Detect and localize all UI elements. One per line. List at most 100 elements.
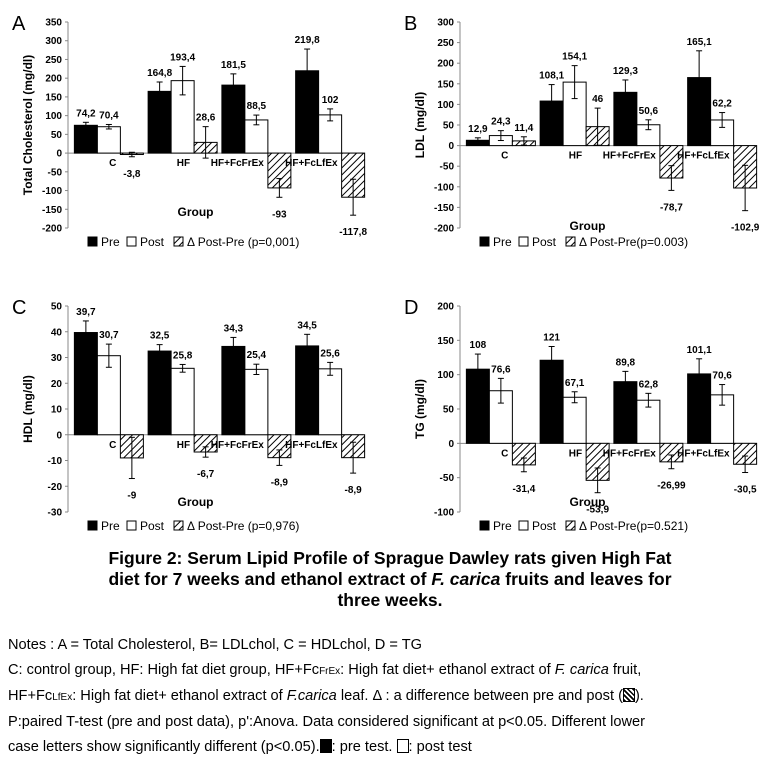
y-tick-label: -100 — [434, 508, 454, 519]
panel-letter: D — [404, 297, 418, 319]
data-label-post: 76,6 — [491, 364, 511, 375]
caption-line-3: three weeks. — [337, 590, 443, 610]
legend-swatch-delta — [565, 520, 576, 531]
y-axis-title: HDL (mg/dl) — [21, 375, 35, 443]
data-label-pre: 89,8 — [616, 357, 636, 368]
data-label-post: 25,4 — [247, 350, 267, 361]
notes-line-5-c: : post test — [408, 739, 472, 755]
y-tick-label: 50 — [443, 405, 455, 416]
notes-line-1: Notes : A = Total Cholesterol, B= LDLcho… — [8, 637, 422, 653]
bar-pre — [295, 345, 320, 436]
panel-letter: A — [12, 13, 26, 35]
x-axis-title: Group — [178, 495, 214, 509]
caption-line-2-a: diet for 7 weeks and ethanol extract of — [108, 569, 432, 589]
y-tick-label: -200 — [42, 224, 62, 235]
notes-line-3-d: ). — [634, 688, 644, 704]
y-tick-label: 150 — [45, 92, 62, 103]
pre-swatch-icon — [319, 739, 332, 753]
category-label: HF+FcLfEx — [677, 448, 730, 459]
y-tick-label: 10 — [51, 405, 63, 416]
data-label-pre: 164,8 — [147, 68, 172, 79]
y-tick-label: 100 — [437, 370, 454, 381]
data-label-pre: 34,3 — [224, 323, 244, 334]
bar-pre — [221, 345, 246, 436]
legend-swatch-post — [126, 236, 137, 247]
notes-line-3: HF+FcLfEx: High fat diet+ ethanol extrac… — [8, 684, 778, 710]
data-label-pre: 181,5 — [221, 60, 246, 71]
y-tick-label: -100 — [42, 186, 62, 197]
notes-line-3-b: : High fat diet+ ethanol extract of — [72, 688, 287, 704]
bar-post — [244, 368, 269, 436]
data-label-pre: 165,1 — [687, 37, 712, 48]
category-label: HF+FcLfEx — [285, 158, 338, 169]
y-tick-label: 250 — [45, 55, 62, 66]
y-tick-label: 350 — [45, 18, 62, 29]
y-axis-title: TG (mg/dl) — [413, 379, 427, 439]
caption-line-1: Figure 2: Serum Lipid Profile of Sprague… — [108, 548, 672, 568]
data-label-pre: 101,1 — [687, 345, 712, 356]
bar-post — [562, 396, 587, 444]
category-label: C — [501, 448, 508, 459]
y-tick-label: 200 — [437, 59, 454, 70]
legend-label-delta: Δ Post-Pre (p=0,001) — [187, 235, 299, 249]
data-label-delta: -8,9 — [271, 477, 289, 488]
y-tick-label: -20 — [48, 482, 63, 493]
data-label-delta: -78,7 — [660, 202, 683, 213]
data-label-delta: 46 — [592, 94, 604, 105]
legend-swatch-pre — [87, 236, 98, 247]
legend-swatch-pre — [479, 236, 490, 247]
bar-post — [318, 368, 343, 436]
x-axis-title: Group — [570, 219, 606, 233]
legend-label-pre: Pre — [493, 519, 512, 533]
notes-line-4: P:paired T-test (pre and post data), p':… — [8, 714, 646, 730]
data-label-delta: -6,7 — [197, 469, 215, 480]
chart-panel-d: D -100 -50 0 50 100 150 200 TG (mg/dl) 108 76,6 -31… — [400, 290, 770, 560]
y-tick-label: 50 — [51, 130, 63, 141]
category-label: HF+FcLfEx — [677, 151, 730, 162]
y-tick-label: -50 — [440, 473, 455, 484]
data-label-pre: 74,2 — [76, 108, 96, 119]
notes-line-2-b: : High fat diet+ ethanol extract of — [340, 662, 555, 678]
y-tick-label: 200 — [437, 302, 454, 313]
y-tick-label: 30 — [51, 353, 63, 364]
caption-species: F. carica — [431, 569, 501, 589]
notes-line-5-b: : pre test. — [331, 739, 397, 755]
bar-post — [96, 126, 121, 154]
chart-panel-c: C -30 -20 -10 0 10 20 30 40 50 HDL (mg/dl) 39,7 30,7… — [8, 290, 378, 560]
notes-line-5-a: case letters show significantly differen… — [8, 739, 320, 755]
bar-pre — [73, 124, 98, 154]
data-label-delta: -31,4 — [512, 484, 535, 495]
data-label-post: 67,1 — [565, 378, 585, 389]
data-label-delta: -3,8 — [123, 169, 141, 180]
data-label-pre: 219,8 — [295, 35, 320, 46]
data-label-post: 193,4 — [170, 52, 195, 63]
legend-swatch-delta — [173, 520, 184, 531]
y-tick-label: -50 — [48, 167, 63, 178]
data-label-pre: 39,7 — [76, 307, 96, 318]
legend-label-post: Post — [532, 235, 557, 249]
data-label-pre: 34,5 — [297, 320, 317, 331]
data-label-pre: 108 — [470, 340, 487, 351]
chart-svg-a: A -200 -150 -100 -50 0 50 100 150 200 250 300 350 Tot… — [12, 13, 367, 249]
y-tick-label: 100 — [45, 111, 62, 122]
panel-letter: B — [404, 13, 417, 35]
figure-notes: Notes : A = Total Cholesterol, B= LDLcho… — [8, 633, 778, 760]
legend-label-pre: Pre — [101, 235, 120, 249]
notes-line-3-a: HF+Fc — [8, 688, 53, 704]
bar-pre — [147, 350, 172, 436]
legend-swatch-delta — [565, 236, 576, 247]
y-tick-label: 50 — [443, 121, 455, 132]
data-label-post: 102 — [322, 95, 339, 106]
data-label-delta: 28,6 — [196, 113, 216, 124]
data-label-pre: 32,5 — [150, 331, 170, 342]
y-tick-label: 150 — [437, 336, 454, 347]
category-label: HF+FcFrEx — [211, 440, 265, 451]
data-label-post: 154,1 — [562, 52, 587, 63]
category-label: HF+FcLfEx — [285, 440, 338, 451]
legend-label-delta: Δ Post-Pre(p=0.003) — [579, 235, 688, 249]
y-tick-label: -150 — [42, 205, 62, 216]
caption-line-2-b: fruits and leaves for — [500, 569, 672, 589]
category-label: HF — [569, 448, 582, 459]
notes-line-2-italic: F. carica — [554, 662, 609, 678]
data-label-delta: -93 — [272, 209, 287, 220]
